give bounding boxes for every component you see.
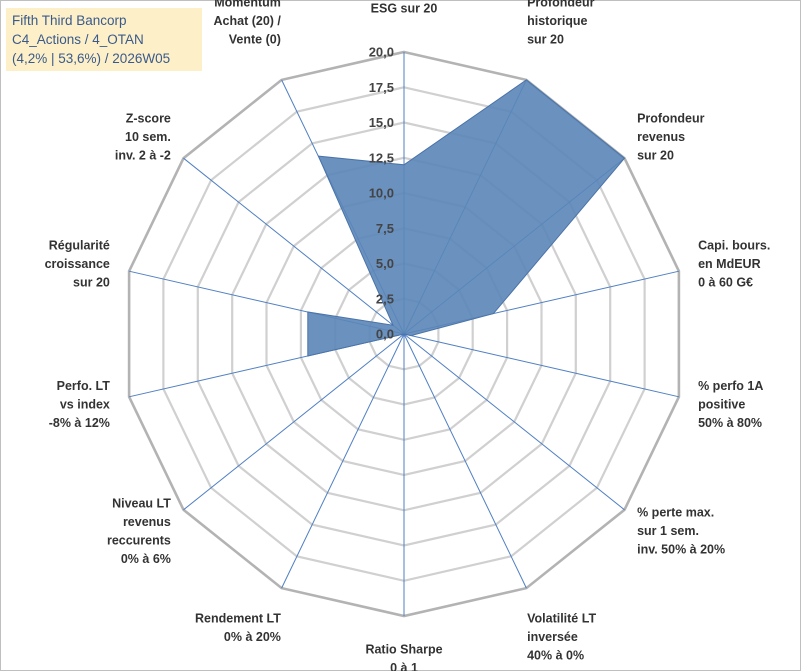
category-label-line: Ratio Sharpe [365,643,442,657]
category-label-line: positive [698,397,745,411]
category-label: Niveau LT revenus reccurents 0% à 6% [107,496,171,566]
category-label: NoteESG sur 20 [371,0,438,15]
radial-tick-label: 5,0 [376,256,394,271]
category-label-line: Momentum [214,0,281,10]
radial-tick-label: 20,0 [369,45,394,60]
axis-spoke [183,157,405,335]
chart-title-line: C4_Actions / 4_OTAN [12,32,144,47]
radial-tick-label: 0,0 [376,327,394,342]
category-label-line: revenus [123,515,171,529]
category-label-line: -8% à 12% [49,416,110,430]
category-label-line: 10 sem. [125,130,171,144]
category-label-line: ESG sur 20 [371,1,438,15]
category-label-line: 0% à 6% [121,552,171,566]
category-label-line: Capi. bours. [698,238,770,252]
category-label-line: Rendement LT [195,611,281,625]
category-label-line: reccurents [107,533,171,547]
category-label-line: Profondeur [637,112,704,126]
category-label-line: revenus [637,130,685,144]
category-label-line: inv. 50% à 20% [637,543,725,557]
radial-tick-label: 15,0 [369,115,394,130]
category-label-line: sur 20 [637,149,674,163]
category-label-line: croissance [45,257,110,271]
category-label-line: Perfo. LT [57,379,111,393]
chart-title-line: Fifth Third Bancorp [12,13,127,28]
category-label: Profondeur revenus sur 20 [637,112,704,163]
category-label: Capi. bours. en MdEUR 0 à 60 G€ [698,238,770,289]
category-label: Perfo. LT vs index -8% à 12% [49,379,111,430]
category-label: Volatilité LT inversée 40% à 0% [527,611,596,662]
category-label-line: inversée [527,630,578,644]
tick-layer: 0,0 2,5 5,0 7,5 10,0 12,5 15,0 17,5 20,0 [369,45,394,342]
category-label: Profondeur historique sur 20 [527,0,594,47]
category-label: Rendement LT 0% à 20% [195,611,281,644]
axis-spoke [403,333,680,398]
category-label-line: 40% à 0% [527,648,584,662]
axis-spoke [403,333,527,589]
radial-tick-label: 12,5 [369,150,394,165]
radial-tick-label: 2,5 [376,291,394,306]
category-label-line: historique [527,14,587,28]
category-label-line: sur 20 [73,275,110,289]
category-label-line: 0 à 1 [390,661,418,671]
category-label-line: 0 à 60 G€ [698,275,753,289]
category-label-line: Niveau LT [112,496,171,510]
axis-spoke [183,333,405,511]
radial-tick-label: 17,5 [369,80,394,95]
series-layer [307,79,626,357]
category-label: % perte max. sur 1 sem. inv. 50% à 20% [637,506,725,557]
category-label-line: Z-score [126,112,171,126]
category-label: Régularité croissance sur 20 [45,238,110,289]
category-label: Z-score 10 sem. inv. 2 à -2 [115,112,171,163]
chart-title-box: Fifth Third Bancorp C4_Actions / 4_OTAN … [6,8,202,71]
category-label-line: en MdEUR [698,257,761,271]
category-label-line: Volatilité LT [527,611,596,625]
label-layer: NoteESG sur 20 Profondeur historique sur 20… [45,0,771,671]
category-label-line: % perte max. [637,506,714,520]
category-label-line: inv. 2 à -2 [115,149,171,163]
category-label: Ratio Sharpe 0 à 1 [365,643,442,671]
category-label: Momentum Achat (20) / Vente (0) [214,0,282,47]
category-label-line: % perfo 1A [698,379,763,393]
radial-tick-label: 7,5 [376,221,394,236]
category-label-line: Vente (0) [229,33,281,47]
radial-tick-label: 10,0 [369,186,394,201]
category-label: % perfo 1A positive 50% à 80% [698,379,763,430]
category-label-line: sur 1 sem. [637,524,699,538]
chart-title-line: (4,2% | 53,6%) / 2026W05 [12,51,171,66]
category-label-line: Achat (20) / [214,14,282,28]
series-area [307,79,626,357]
axis-spoke [403,333,625,511]
category-label-line: vs index [60,397,110,411]
category-label-line: Profondeur [527,0,594,10]
category-label-line: 0% à 20% [224,630,281,644]
axis-spoke [281,333,405,589]
category-label-line: sur 20 [527,33,564,47]
category-label-line: Régularité [49,238,110,252]
category-label-line: 50% à 80% [698,416,762,430]
